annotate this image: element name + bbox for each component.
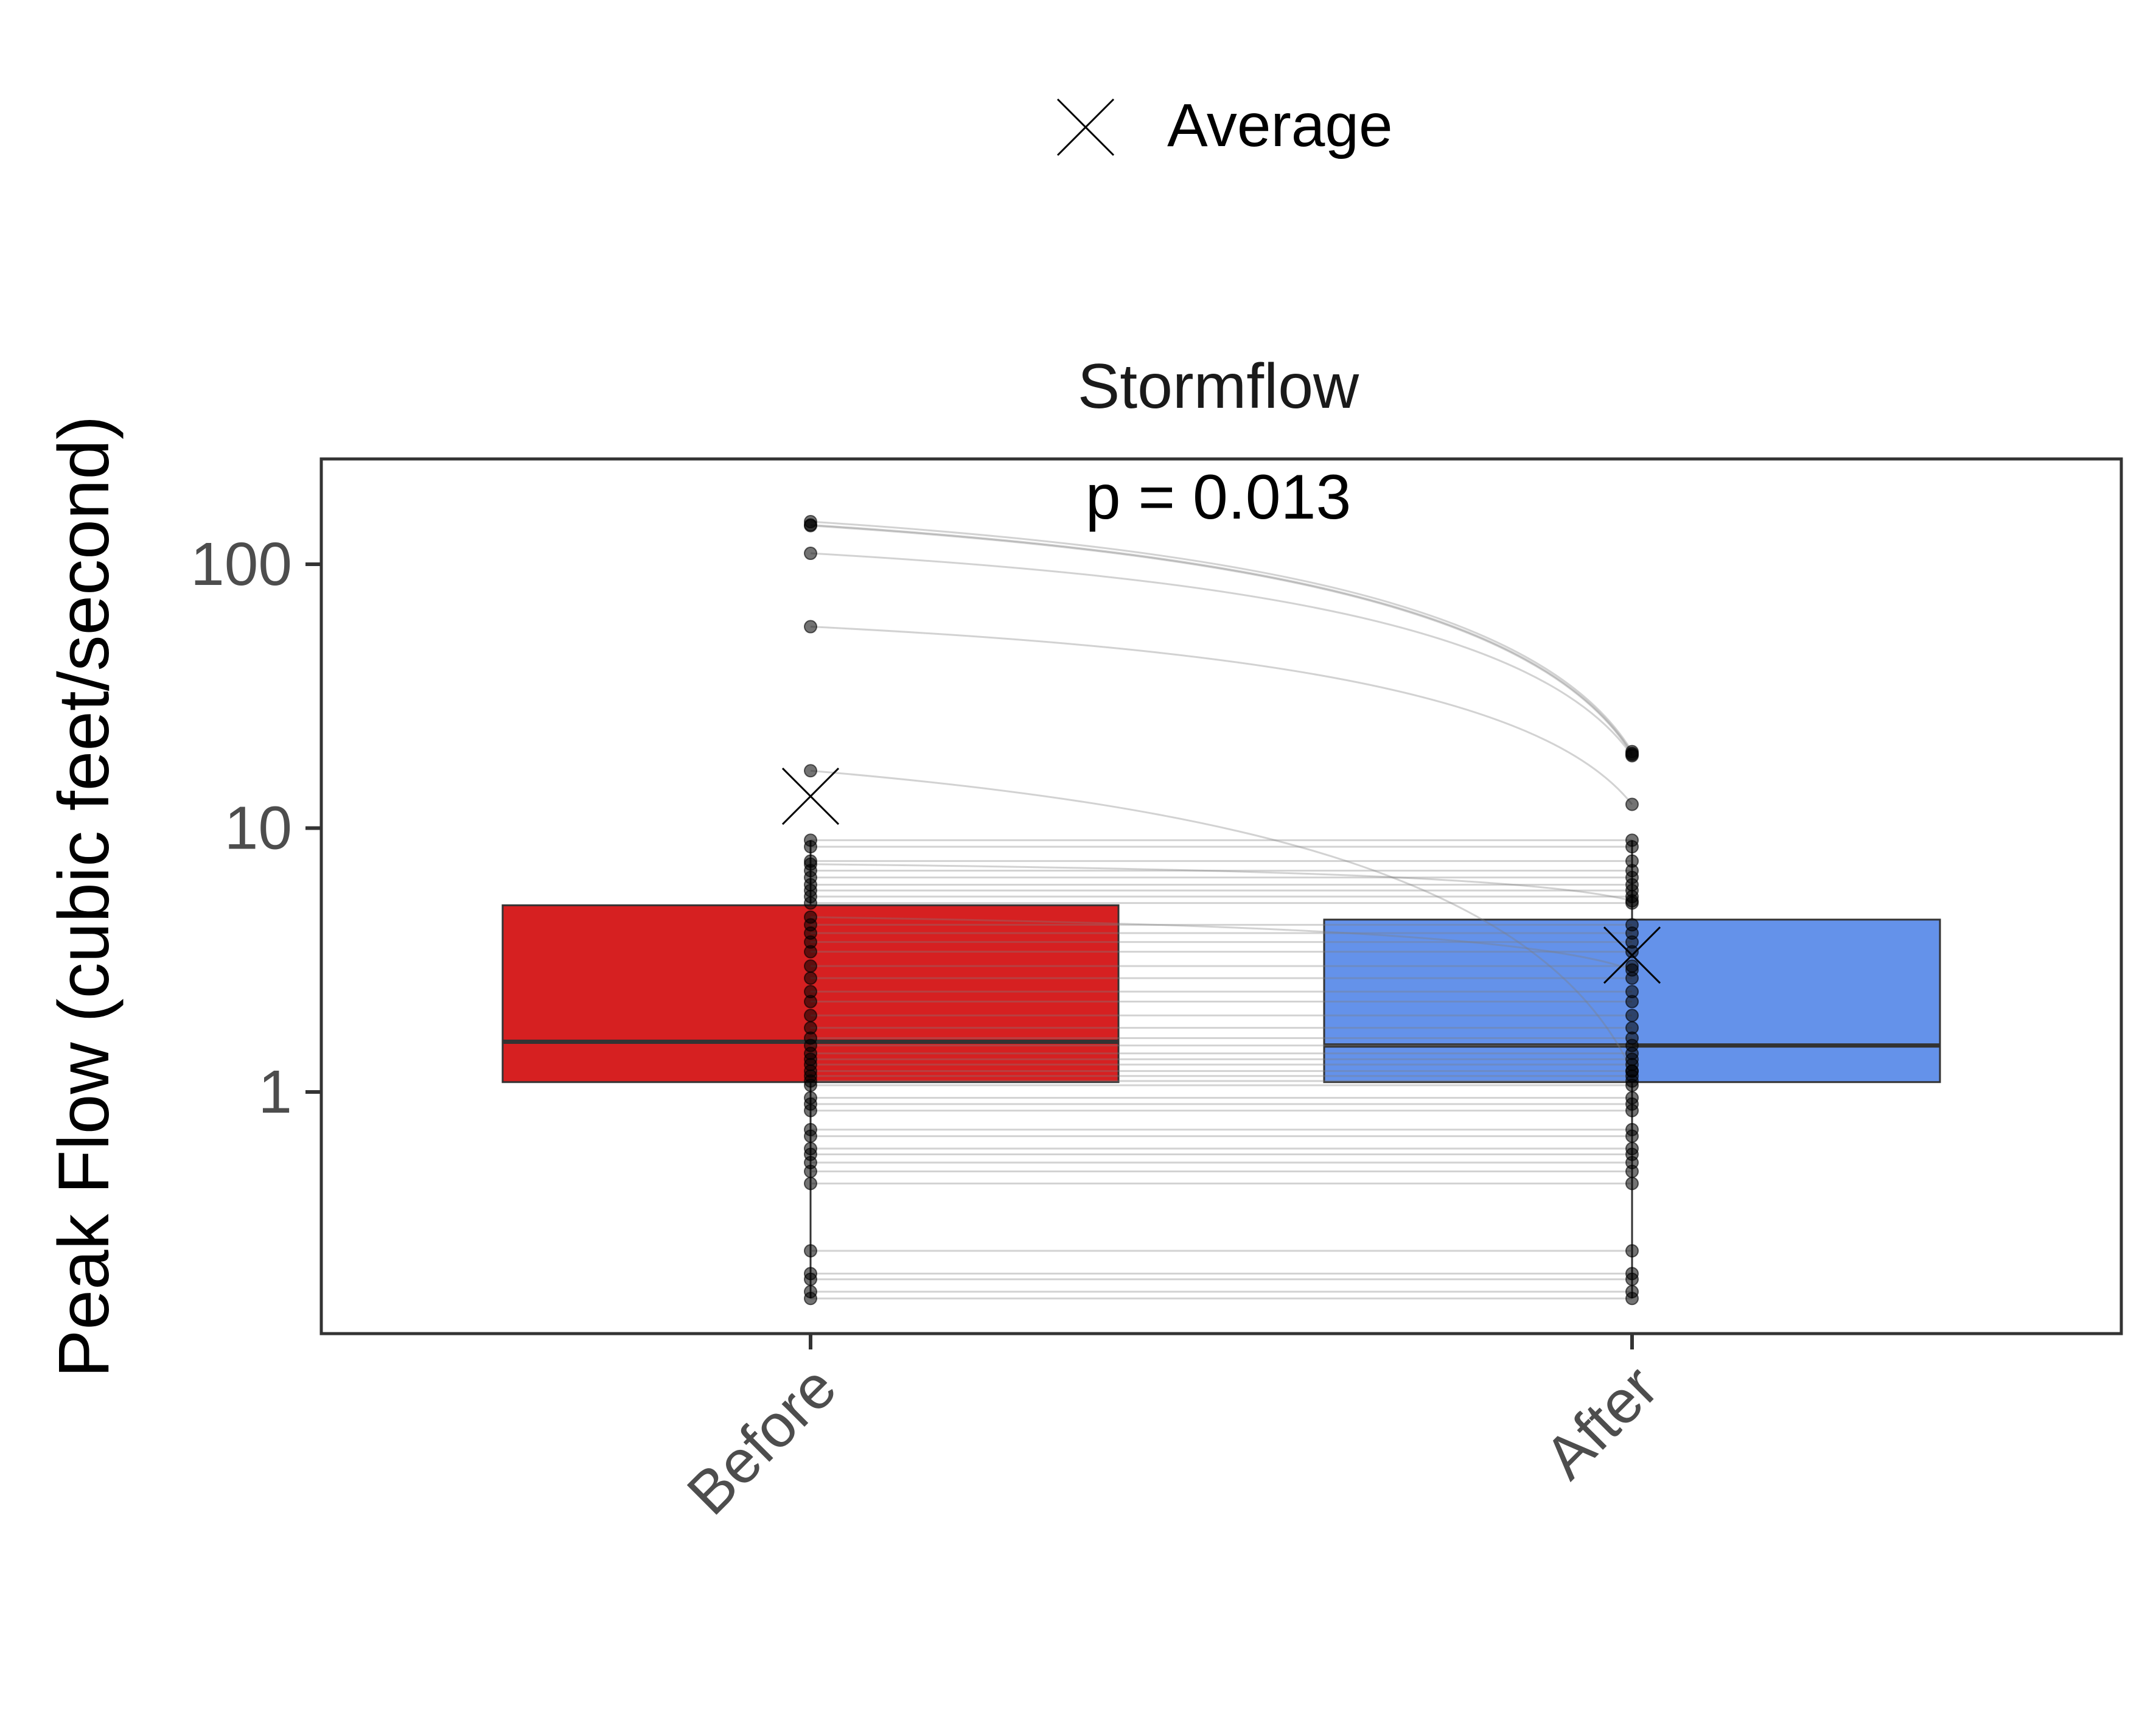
point-after [1625,1177,1639,1191]
point-before [804,1244,817,1258]
pair-connector [810,552,1633,757]
connectors-layer [810,520,1633,1300]
x-axis: Before After [674,1334,1671,1528]
point-after [1625,971,1639,985]
pair-connector [810,863,1633,902]
point-before [804,519,817,533]
point-after [1625,1244,1639,1258]
pair-connector [810,525,1633,755]
point-after [1625,995,1639,1009]
point-after [1625,749,1639,763]
point-before [804,1292,817,1306]
pair-connector [810,626,1633,805]
point-before [804,1164,817,1178]
point-after [1625,1129,1639,1143]
point-after [1625,1164,1639,1178]
means-layer [781,768,1661,984]
pair-connector [810,520,1633,752]
point-before [804,1079,817,1093]
y-tick-label: 10 [225,794,292,862]
point-before [804,971,817,985]
point-before [804,896,817,910]
point-before [804,840,817,854]
point-before [804,1177,817,1191]
point-after [1625,896,1639,910]
point-before [804,620,817,634]
pair-connector [810,769,1633,1072]
pair-connector [810,916,1633,971]
point-after [1625,945,1639,959]
x-tick-label-before: Before [674,1352,849,1528]
mean-marker-before [781,768,840,825]
legend-x-cross-icon [1056,98,1115,156]
mean-marker-after [1603,926,1661,984]
x-tick-label-after: After [1532,1352,1671,1492]
point-before [804,1272,817,1286]
point-before [804,1129,817,1143]
point-before [804,995,817,1009]
point-before [804,547,817,561]
points-layer [804,515,1639,1306]
legend: Average [1056,91,1393,159]
point-after [1625,1292,1639,1306]
point-after [1625,1079,1639,1093]
pair-connector [810,523,1633,754]
point-before [804,764,817,778]
point-before [804,1104,817,1118]
y-tick-label: 1 [258,1058,292,1126]
y-axis: 1 10 100 [190,530,321,1126]
point-before [804,1009,817,1023]
y-tick-label: 100 [190,530,292,598]
facet-title: Stormflow [1078,351,1359,422]
p-value-annotation: p = 0.013 [1086,462,1352,533]
point-after [1625,1009,1639,1023]
point-before [804,945,817,959]
point-after [1625,1272,1639,1286]
point-after [1625,959,1639,973]
y-axis-title: Peak Flow (cubic feet/second) [44,416,124,1378]
point-after [1625,840,1639,854]
point-after [1625,1104,1639,1118]
point-after [1625,797,1639,811]
legend-label: Average [1167,91,1393,159]
plot-panel [319,457,2123,1335]
point-before [804,959,817,973]
